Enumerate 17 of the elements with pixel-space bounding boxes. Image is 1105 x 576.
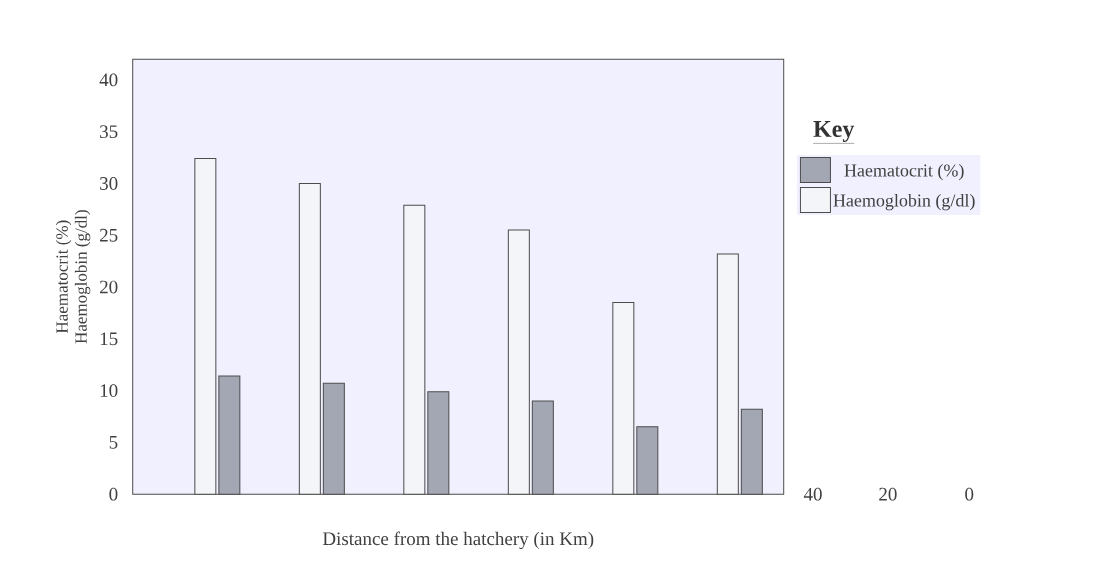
y-tick-label: 5 xyxy=(109,436,118,449)
y-axis-title: Haematocrit (%) Haemoglobin (g/dl) xyxy=(55,210,91,344)
y-tick-label: 35 xyxy=(100,125,118,139)
y-tick-label: 30 xyxy=(100,177,118,190)
legend-label: Haemoglobin (g/dl) xyxy=(833,193,975,211)
text: 20 xyxy=(879,487,897,501)
y-tick-label: 15 xyxy=(100,332,118,346)
legend-label: Haematocrit (%) xyxy=(844,163,964,181)
y-tick-label: 20 xyxy=(100,280,118,294)
y-tick-label: 40 xyxy=(99,73,118,87)
y-tick-label: 10 xyxy=(100,384,118,398)
y-tick-label: 0 xyxy=(109,487,118,501)
text: 40 xyxy=(803,487,822,501)
legend-title: Key xyxy=(813,121,855,142)
text: 0 xyxy=(965,487,974,501)
x-axis-title: Distance from the hatchery (in Km) xyxy=(322,531,594,550)
y-tick-label: 25 xyxy=(100,228,118,242)
